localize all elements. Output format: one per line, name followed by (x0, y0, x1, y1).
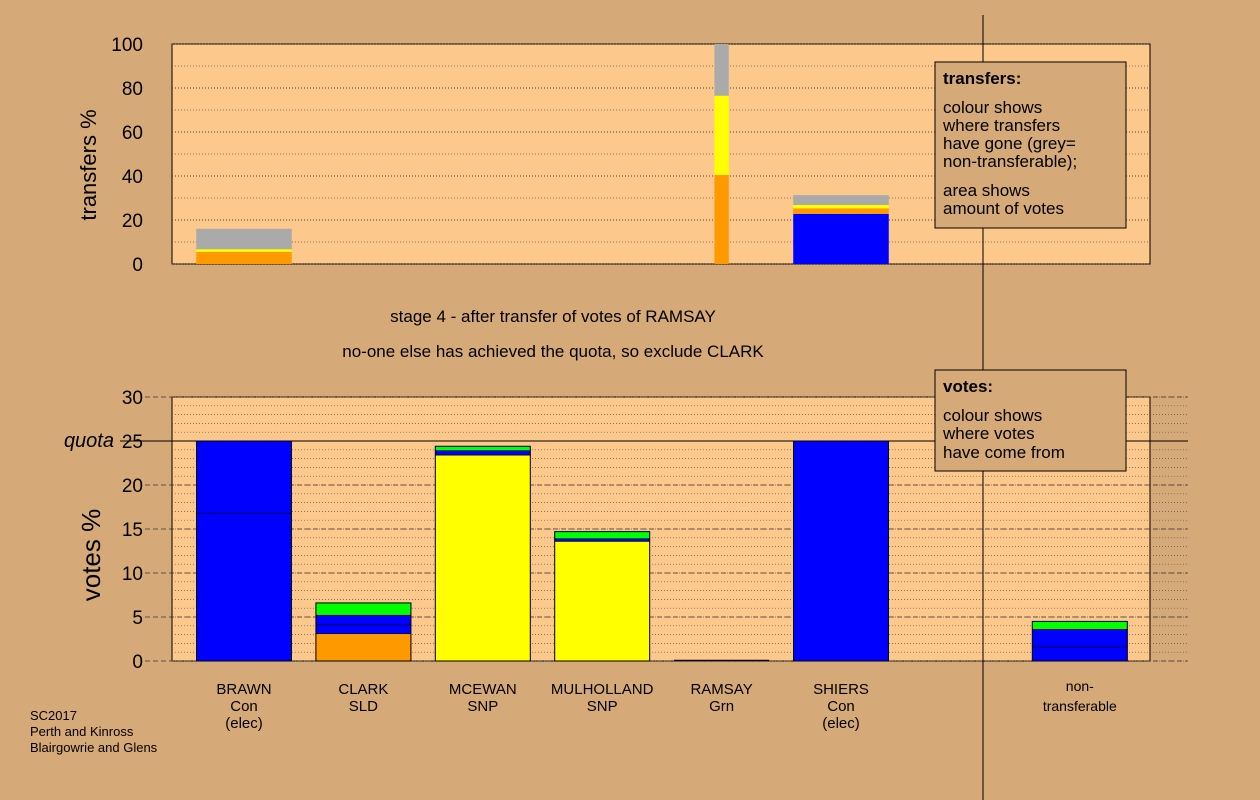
quota-label: quota (64, 430, 114, 452)
bar-mulholland (554, 531, 651, 662)
y-tick-label: 80 (122, 79, 143, 100)
bar-segment-snp (554, 541, 651, 662)
non-transferable-label: transferable (1043, 698, 1117, 714)
bar-segment-sld (315, 633, 412, 662)
bar-segment-sld (714, 174, 729, 264)
votes-y-ticks: 0 5 10 15 20 25 30 (122, 388, 143, 673)
bar-segment-snp (714, 95, 729, 175)
bar-segment-con (196, 512, 292, 662)
bar-segment-con (315, 614, 412, 626)
bar-brawn (196, 228, 292, 264)
bar-segment-snp (434, 454, 531, 662)
bar-segment-grn (434, 445, 531, 451)
transfers-bars (196, 44, 889, 264)
bar-non-transferable (1031, 620, 1128, 662)
transfers-legend-title: transfers: (943, 69, 1021, 88)
bar-ramsay (714, 44, 729, 264)
stage-subtitle: no-one else has achieved the quota, so e… (342, 342, 764, 361)
bar-brawn (196, 440, 292, 662)
candidate-label-mcewan: MCEWAN (449, 681, 517, 698)
transfers-legend-line: amount of votes (943, 199, 1064, 218)
votes-legend-line: have come from (943, 443, 1065, 462)
bar-segment-snp (196, 249, 292, 252)
footer-council: Perth and Kinross (30, 724, 134, 739)
candidate-labels: BRAWNCon(elec)CLARKSLDMCEWANSNPMULHOLLAN… (216, 678, 1117, 732)
candidate-label-brawn: BRAWN (216, 681, 271, 698)
transfers-legend-line: have gone (grey= (943, 134, 1076, 153)
candidate-label-mcewan: SNP (467, 698, 498, 715)
candidate-label-brawn: Con (230, 698, 258, 715)
y-tick-label: 20 (122, 211, 143, 232)
bar-outline (554, 531, 651, 662)
bar-segment-sld (196, 251, 292, 264)
votes-bars (196, 440, 1128, 662)
bar-outline (1031, 620, 1128, 662)
votes-legend-line: colour shows (943, 406, 1042, 425)
transfers-legend-line: where transfers (942, 116, 1060, 135)
bar-segment-con (1032, 629, 1128, 648)
y-tick-label: 30 (122, 388, 143, 409)
stage-title: stage 4 - after transfer of votes of RAM… (390, 307, 716, 326)
candidate-label-clark: CLARK (338, 681, 388, 698)
y-tick-label: 100 (111, 35, 143, 56)
candidate-label-shiers: Con (827, 698, 855, 715)
bar-segment-con (1032, 646, 1128, 662)
candidate-label-shiers: SHIERS (813, 681, 869, 698)
votes-axis-label: votes % (76, 509, 106, 602)
bar-segment-con (793, 213, 889, 264)
transfers-legend-box: transfers: colour shows where transfers … (934, 61, 1127, 229)
y-tick-label: 25 (122, 432, 143, 453)
bar-segment-nontransferable (196, 228, 292, 250)
votes-legend-line: where votes (942, 424, 1035, 443)
votes-legend-box: votes: colour shows where votes have com… (934, 369, 1127, 472)
votes-legend-title: votes: (943, 377, 993, 396)
y-tick-label: 40 (122, 167, 143, 188)
bar-shiers (793, 195, 889, 264)
bar-segment-grn (554, 531, 651, 539)
bar-shiers (793, 440, 889, 662)
non-transferable-label: non- (1066, 678, 1094, 694)
candidate-label-clark: SLD (349, 698, 378, 715)
y-tick-label: 20 (122, 476, 143, 497)
bar-segment-con (196, 440, 292, 514)
transfers-legend-line: area shows (943, 181, 1030, 200)
transfers-y-ticks: 0 20 40 60 80 100 (111, 35, 143, 276)
bar-outline (315, 602, 412, 662)
candidate-label-ramsay: RAMSAY (690, 681, 752, 698)
bar-outline (434, 445, 531, 662)
candidate-label-brawn: (elec) (225, 715, 263, 732)
bar-segment-sld (793, 208, 889, 214)
candidate-label-mulholland: MULHOLLAND (551, 681, 654, 698)
footer-ward: Blairgowrie and Glens (30, 740, 158, 755)
bar-mcewan (434, 445, 531, 662)
transfers-legend-line: colour shows (943, 98, 1042, 117)
candidate-label-mulholland: SNP (587, 698, 618, 715)
transfers-gridlines (172, 43, 1150, 265)
bar-segment-grn (315, 602, 412, 616)
candidate-label-ramsay: Grn (709, 698, 734, 715)
bar-segment-snp (793, 205, 889, 209)
bar-segment-nontransferable (714, 44, 729, 96)
transfers-axis-label: transfers % (76, 109, 101, 220)
y-tick-label: 0 (132, 652, 143, 673)
y-tick-label: 5 (132, 608, 143, 629)
y-tick-label: 0 (132, 255, 143, 276)
y-tick-label: 10 (122, 564, 143, 585)
y-tick-label: 15 (122, 520, 143, 541)
bar-segment-con (554, 538, 651, 542)
bar-clark (315, 602, 412, 662)
candidate-label-shiers: (elec) (822, 715, 860, 732)
bar-segment-con (315, 624, 412, 635)
bar-segment-con (434, 450, 531, 456)
bar-segment-nontransferable (793, 195, 889, 206)
bar-segment-grn (1032, 621, 1128, 630)
footer-election: SC2017 (30, 708, 77, 723)
bar-segment-con (793, 440, 889, 662)
y-tick-label: 60 (122, 123, 143, 144)
transfers-legend-line: non-transferable); (943, 152, 1077, 171)
